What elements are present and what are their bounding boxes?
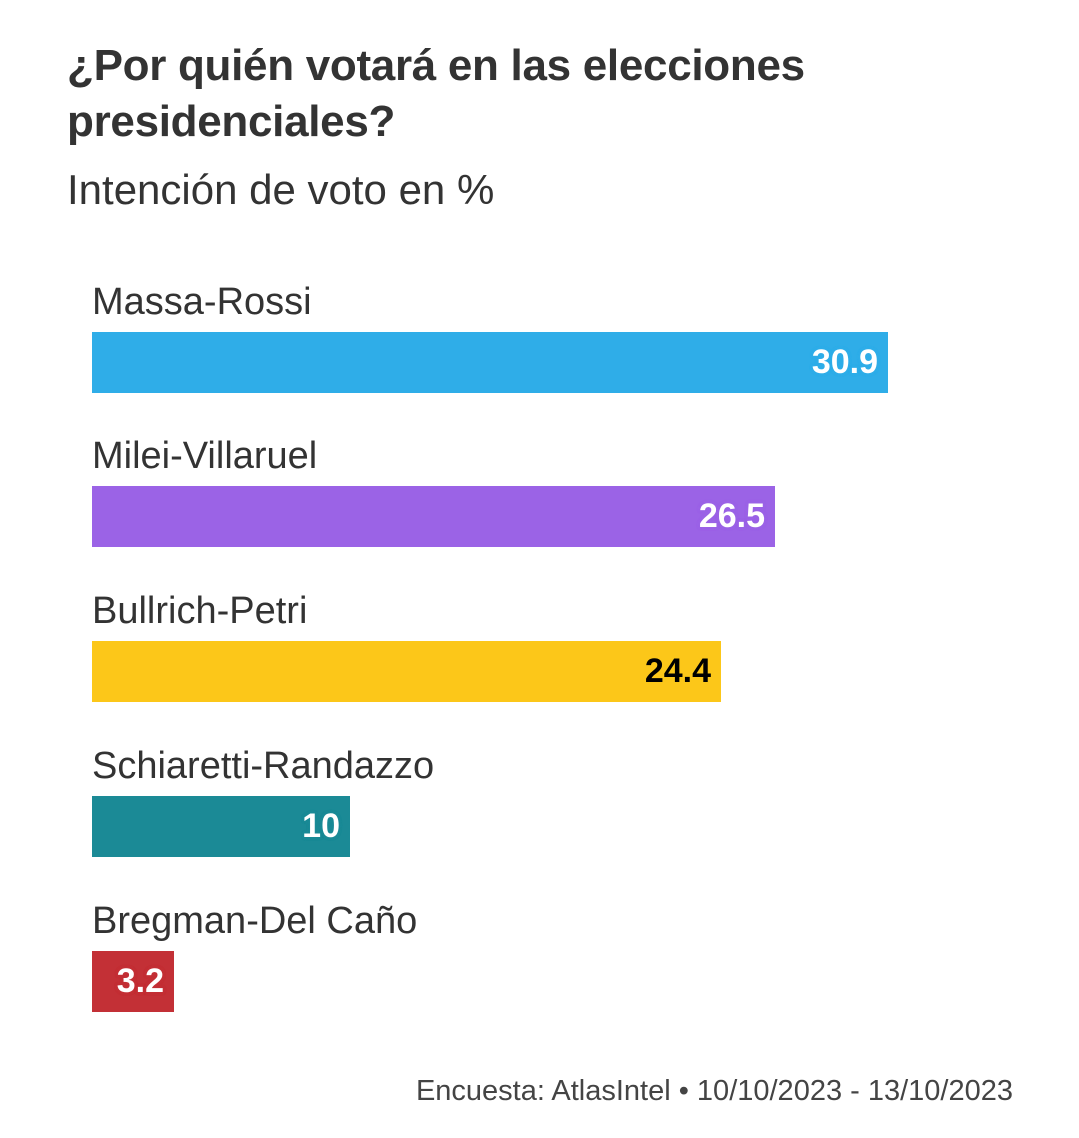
bar-value-label: 10: [302, 807, 340, 845]
bar-label: Bregman-Del Caño: [92, 900, 418, 942]
bar: [92, 486, 775, 547]
bar-label: Milei-Villaruel: [92, 435, 318, 477]
chart-title: ¿Por quién votará en las elecciones pres…: [67, 41, 805, 146]
bar-label: Schiaretti-Randazzo: [92, 745, 435, 787]
bar-value-label: 26.5: [698, 497, 765, 535]
bar-label: Bullrich-Petri: [92, 590, 308, 632]
bar: [92, 951, 174, 1012]
bar-value-label: 3.2: [116, 962, 164, 1000]
bar-label: Massa-Rossi: [92, 281, 312, 323]
bar: [92, 796, 350, 857]
bar-value-label: 24.4: [644, 652, 711, 690]
bar-value-label: 30.9: [811, 343, 878, 381]
bar: [92, 641, 721, 702]
source-note: Encuesta: AtlasIntel • 10/10/2023 - 13/1…: [415, 1075, 1013, 1107]
bar: [92, 332, 888, 393]
chart-subtitle: Intención de voto en %: [67, 166, 495, 213]
